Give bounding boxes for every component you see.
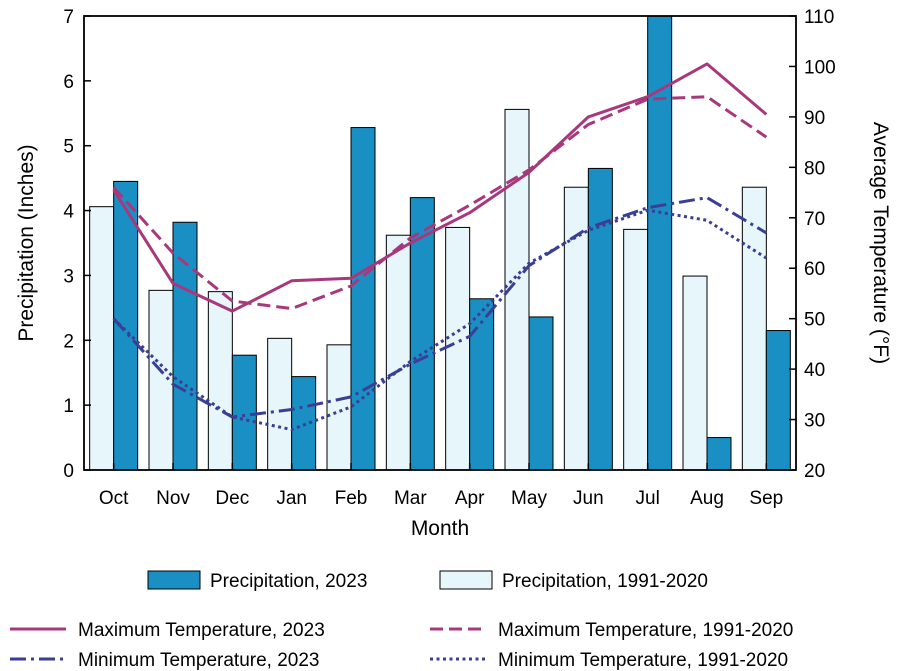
- axes-layer: 0 1 2 3 4 5 6 7 20 30 40 50 60 70 80 90 100 110 Oct Nov Dec J…: [63, 7, 835, 509]
- bar-precipitation-1991-2020-oct: [89, 206, 115, 470]
- bar-precipitation-1991-2020-apr: [445, 226, 471, 470]
- bar-precipitation-1991-2020-jul: [623, 228, 649, 470]
- legend-label: Precipitation, 2023: [210, 571, 367, 592]
- bar-precipitation-1991-2020-sep: [741, 186, 767, 470]
- bar-precipitation-2023-aug: [706, 437, 732, 470]
- x-tick-label: Feb: [335, 488, 368, 509]
- y-tick-label: 2: [63, 331, 74, 352]
- line-maximum-temperature-2023: [112, 62, 768, 313]
- y-tick-label: 4: [63, 202, 74, 223]
- x-axis-title: Month: [411, 517, 469, 540]
- legend-item-precipitation-1991-2020: Precipitation, 1991-2020: [439, 570, 708, 592]
- bar-precipitation-2023-sep: [765, 330, 791, 470]
- lines-layer: [112, 62, 768, 432]
- y2-tick-label: 50: [804, 310, 825, 331]
- x-tick-label: Sep: [749, 488, 783, 509]
- bar-precipitation-2023-feb: [350, 127, 376, 470]
- y-tick-label: 3: [63, 266, 74, 287]
- bar-precipitation-2023-dec: [231, 354, 257, 470]
- legend-swatch: [147, 570, 201, 590]
- bar-precipitation-1991-2020-mar: [385, 234, 411, 470]
- bar-precipitation-2023-nov: [172, 221, 198, 470]
- y2-tick-label: 60: [804, 259, 825, 280]
- legend-label: Minimum Temperature, 1991-2020: [498, 650, 788, 671]
- y2-tick-label: 80: [804, 158, 825, 179]
- y2-tick-label: 110: [804, 7, 834, 28]
- legend-label: Precipitation, 1991-2020: [502, 571, 708, 592]
- line-minimum-temperature-2023: [112, 196, 768, 419]
- y2-axis-title: Average Temperature (°F): [869, 122, 892, 364]
- legend-label: Maximum Temperature, 1991-2020: [498, 620, 793, 641]
- x-tick-label: Aug: [690, 488, 724, 509]
- y2-tick-label: 20: [804, 461, 825, 482]
- x-tick-label: Jul: [636, 488, 660, 509]
- bar-precipitation-2023-jun: [587, 167, 613, 470]
- bar-precipitation-2023-oct: [113, 180, 139, 470]
- legend-item-minimum-temperature-1991-2020: Minimum Temperature, 1991-2020: [430, 650, 788, 671]
- y2-tick-label: 70: [804, 209, 825, 230]
- x-tick-label: Nov: [156, 488, 190, 509]
- y2-tick-label: 30: [804, 411, 825, 432]
- y2-tick-label: 40: [804, 360, 825, 381]
- y-tick-label: 5: [63, 137, 74, 158]
- legend: Precipitation, 2023 Precipitation, 1991-2…: [10, 570, 793, 671]
- line-maximum-temperature-1991-2020: [112, 95, 768, 311]
- x-tick-label: Jun: [573, 488, 604, 509]
- bars-layer: [89, 16, 791, 470]
- y-tick-label: 7: [63, 7, 74, 28]
- y2-tick-label: 90: [804, 108, 825, 129]
- x-tick-label: Oct: [99, 488, 129, 509]
- x-tick-label: Jan: [276, 488, 307, 509]
- y-axis-title: Precipitation (Inches): [15, 144, 38, 341]
- bar-precipitation-2023-may: [528, 316, 554, 470]
- plot-frame: [83, 15, 797, 471]
- y-tick-label: 6: [63, 72, 74, 93]
- legend-item-maximum-temperature-2023: Maximum Temperature, 2023: [10, 620, 325, 641]
- x-tick-label: Apr: [455, 488, 485, 509]
- bar-precipitation-2023-apr: [469, 298, 495, 470]
- x-tick-label: May: [511, 488, 547, 509]
- y-tick-label: 1: [63, 396, 74, 417]
- legend-item-minimum-temperature-2023: Minimum Temperature, 2023: [10, 650, 319, 671]
- legend-item-precipitation-2023: Precipitation, 2023: [147, 570, 367, 592]
- legend-label: Minimum Temperature, 2023: [78, 650, 319, 671]
- legend-swatch: [439, 570, 493, 590]
- y-tick-label: 0: [63, 461, 74, 482]
- y2-tick-label: 100: [804, 57, 836, 78]
- bar-precipitation-1991-2020-nov: [148, 289, 174, 470]
- bar-precipitation-2023-mar: [409, 197, 435, 470]
- legend-item-maximum-temperature-1991-2020: Maximum Temperature, 1991-2020: [430, 620, 793, 641]
- bar-precipitation-1991-2020-aug: [682, 275, 708, 470]
- legend-label: Maximum Temperature, 2023: [78, 620, 325, 641]
- x-tick-label: Dec: [215, 488, 249, 509]
- bar-precipitation-1991-2020-jun: [563, 186, 589, 470]
- x-tick-label: Mar: [394, 488, 427, 509]
- bar-precipitation-1991-2020-dec: [207, 291, 233, 470]
- bar-precipitation-1991-2020-jan: [267, 337, 293, 470]
